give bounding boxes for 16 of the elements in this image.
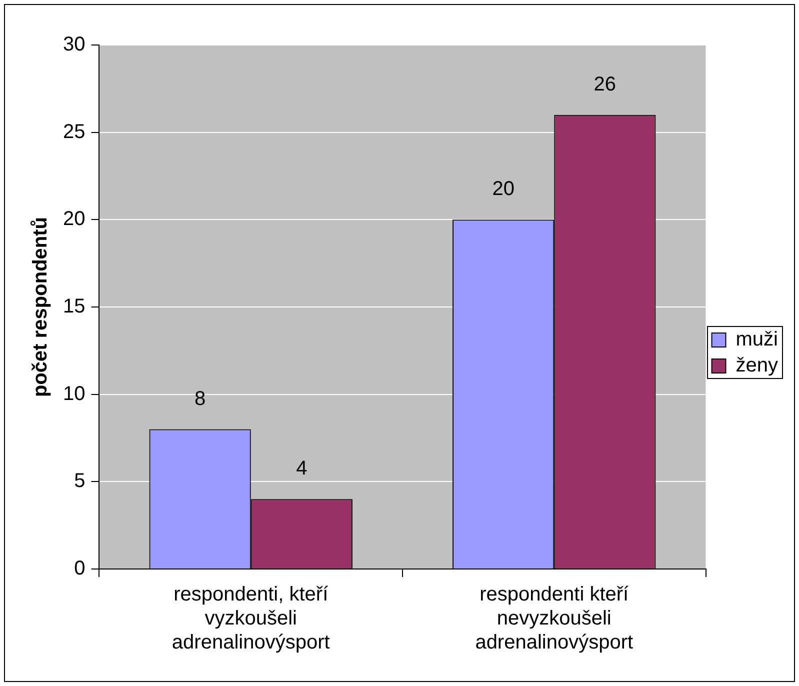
legend-label: muži [736, 328, 778, 351]
y-tick-label: 25 [62, 120, 86, 143]
legend-label: ženy [736, 354, 778, 377]
y-axis-title: počet respondentů [30, 216, 52, 398]
data-label: 4 [296, 458, 308, 480]
x-tick-label: respondenti, kteří vyzkoušeli adrenalinovýsport [172, 584, 330, 654]
x-tick-label: respondenti kteří nevyzkoušeli adrenalinovýsport [475, 584, 634, 654]
y-tick-label: 10 [62, 382, 86, 405]
y-tick-label: 20 [62, 208, 86, 230]
y-tick-label: 0 [74, 558, 86, 580]
y-tick-label: 15 [62, 296, 86, 318]
data-label: 20 [492, 178, 514, 200]
data-label: 8 [194, 388, 206, 410]
y-tick-label: 5 [74, 470, 86, 492]
data-label: 26 [594, 73, 616, 96]
y-tick-label: 30 [62, 34, 86, 56]
